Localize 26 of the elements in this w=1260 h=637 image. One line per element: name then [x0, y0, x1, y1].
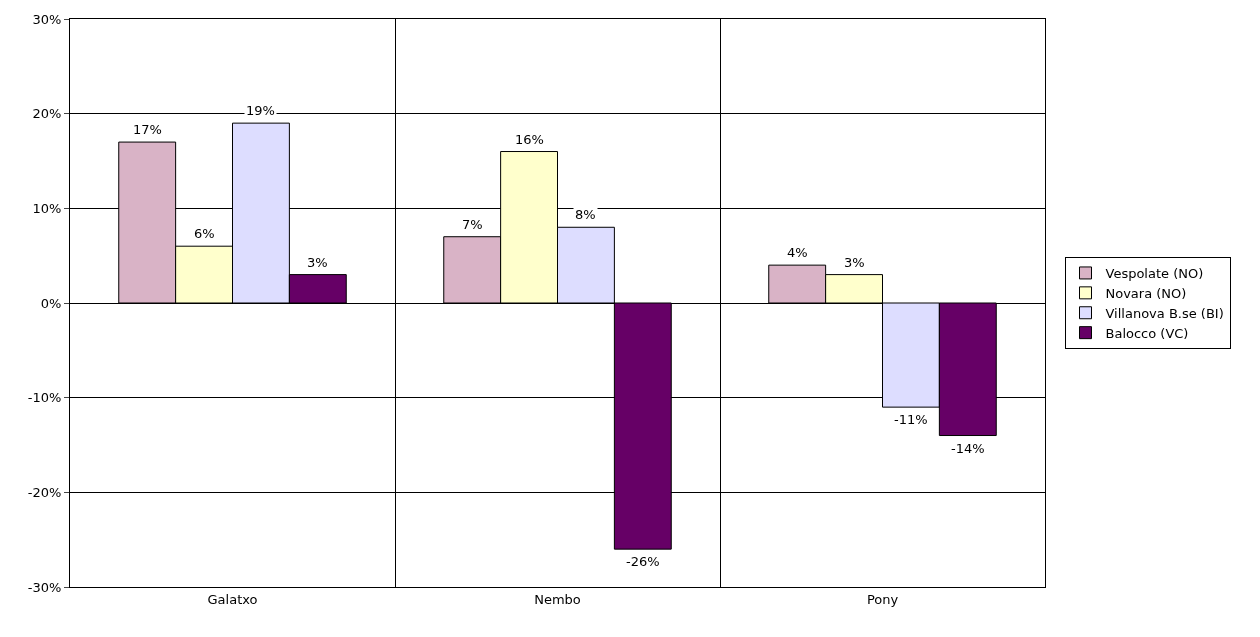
legend-label: Balocco (VC)	[1105, 325, 1189, 341]
y-tick-label: 0%	[40, 295, 62, 311]
data-label: 7%	[462, 217, 483, 232]
y-tick-label: 10%	[32, 200, 62, 216]
y-tick-label: 30%	[32, 11, 62, 27]
data-label: 4%	[787, 245, 808, 260]
data-label: 3%	[307, 255, 328, 270]
x-tick-label: Nembo	[534, 591, 581, 607]
data-label: 8%	[575, 207, 596, 222]
legend-label: Vespolate (NO)	[1105, 266, 1204, 282]
x-tick-label: Galatxo	[207, 591, 258, 607]
data-label: 3%	[844, 255, 865, 270]
data-label: -11%	[894, 412, 928, 427]
data-label: -14%	[951, 441, 985, 456]
data-label: -26%	[626, 554, 660, 569]
y-tick-label: -20%	[27, 484, 62, 500]
legend-label: Novara (NO)	[1105, 285, 1187, 301]
data-label: 17%	[133, 122, 162, 137]
y-tick-label: -30%	[27, 579, 62, 595]
data-label: 16%	[515, 132, 544, 147]
x-tick-label: Pony	[866, 591, 899, 607]
y-tick-label: 20%	[32, 106, 62, 122]
data-label: 6%	[194, 226, 215, 241]
legend-label: Villanova B.se (BI)	[1105, 305, 1224, 321]
data-label: 19%	[246, 103, 275, 118]
y-tick-label: -10%	[27, 390, 62, 406]
